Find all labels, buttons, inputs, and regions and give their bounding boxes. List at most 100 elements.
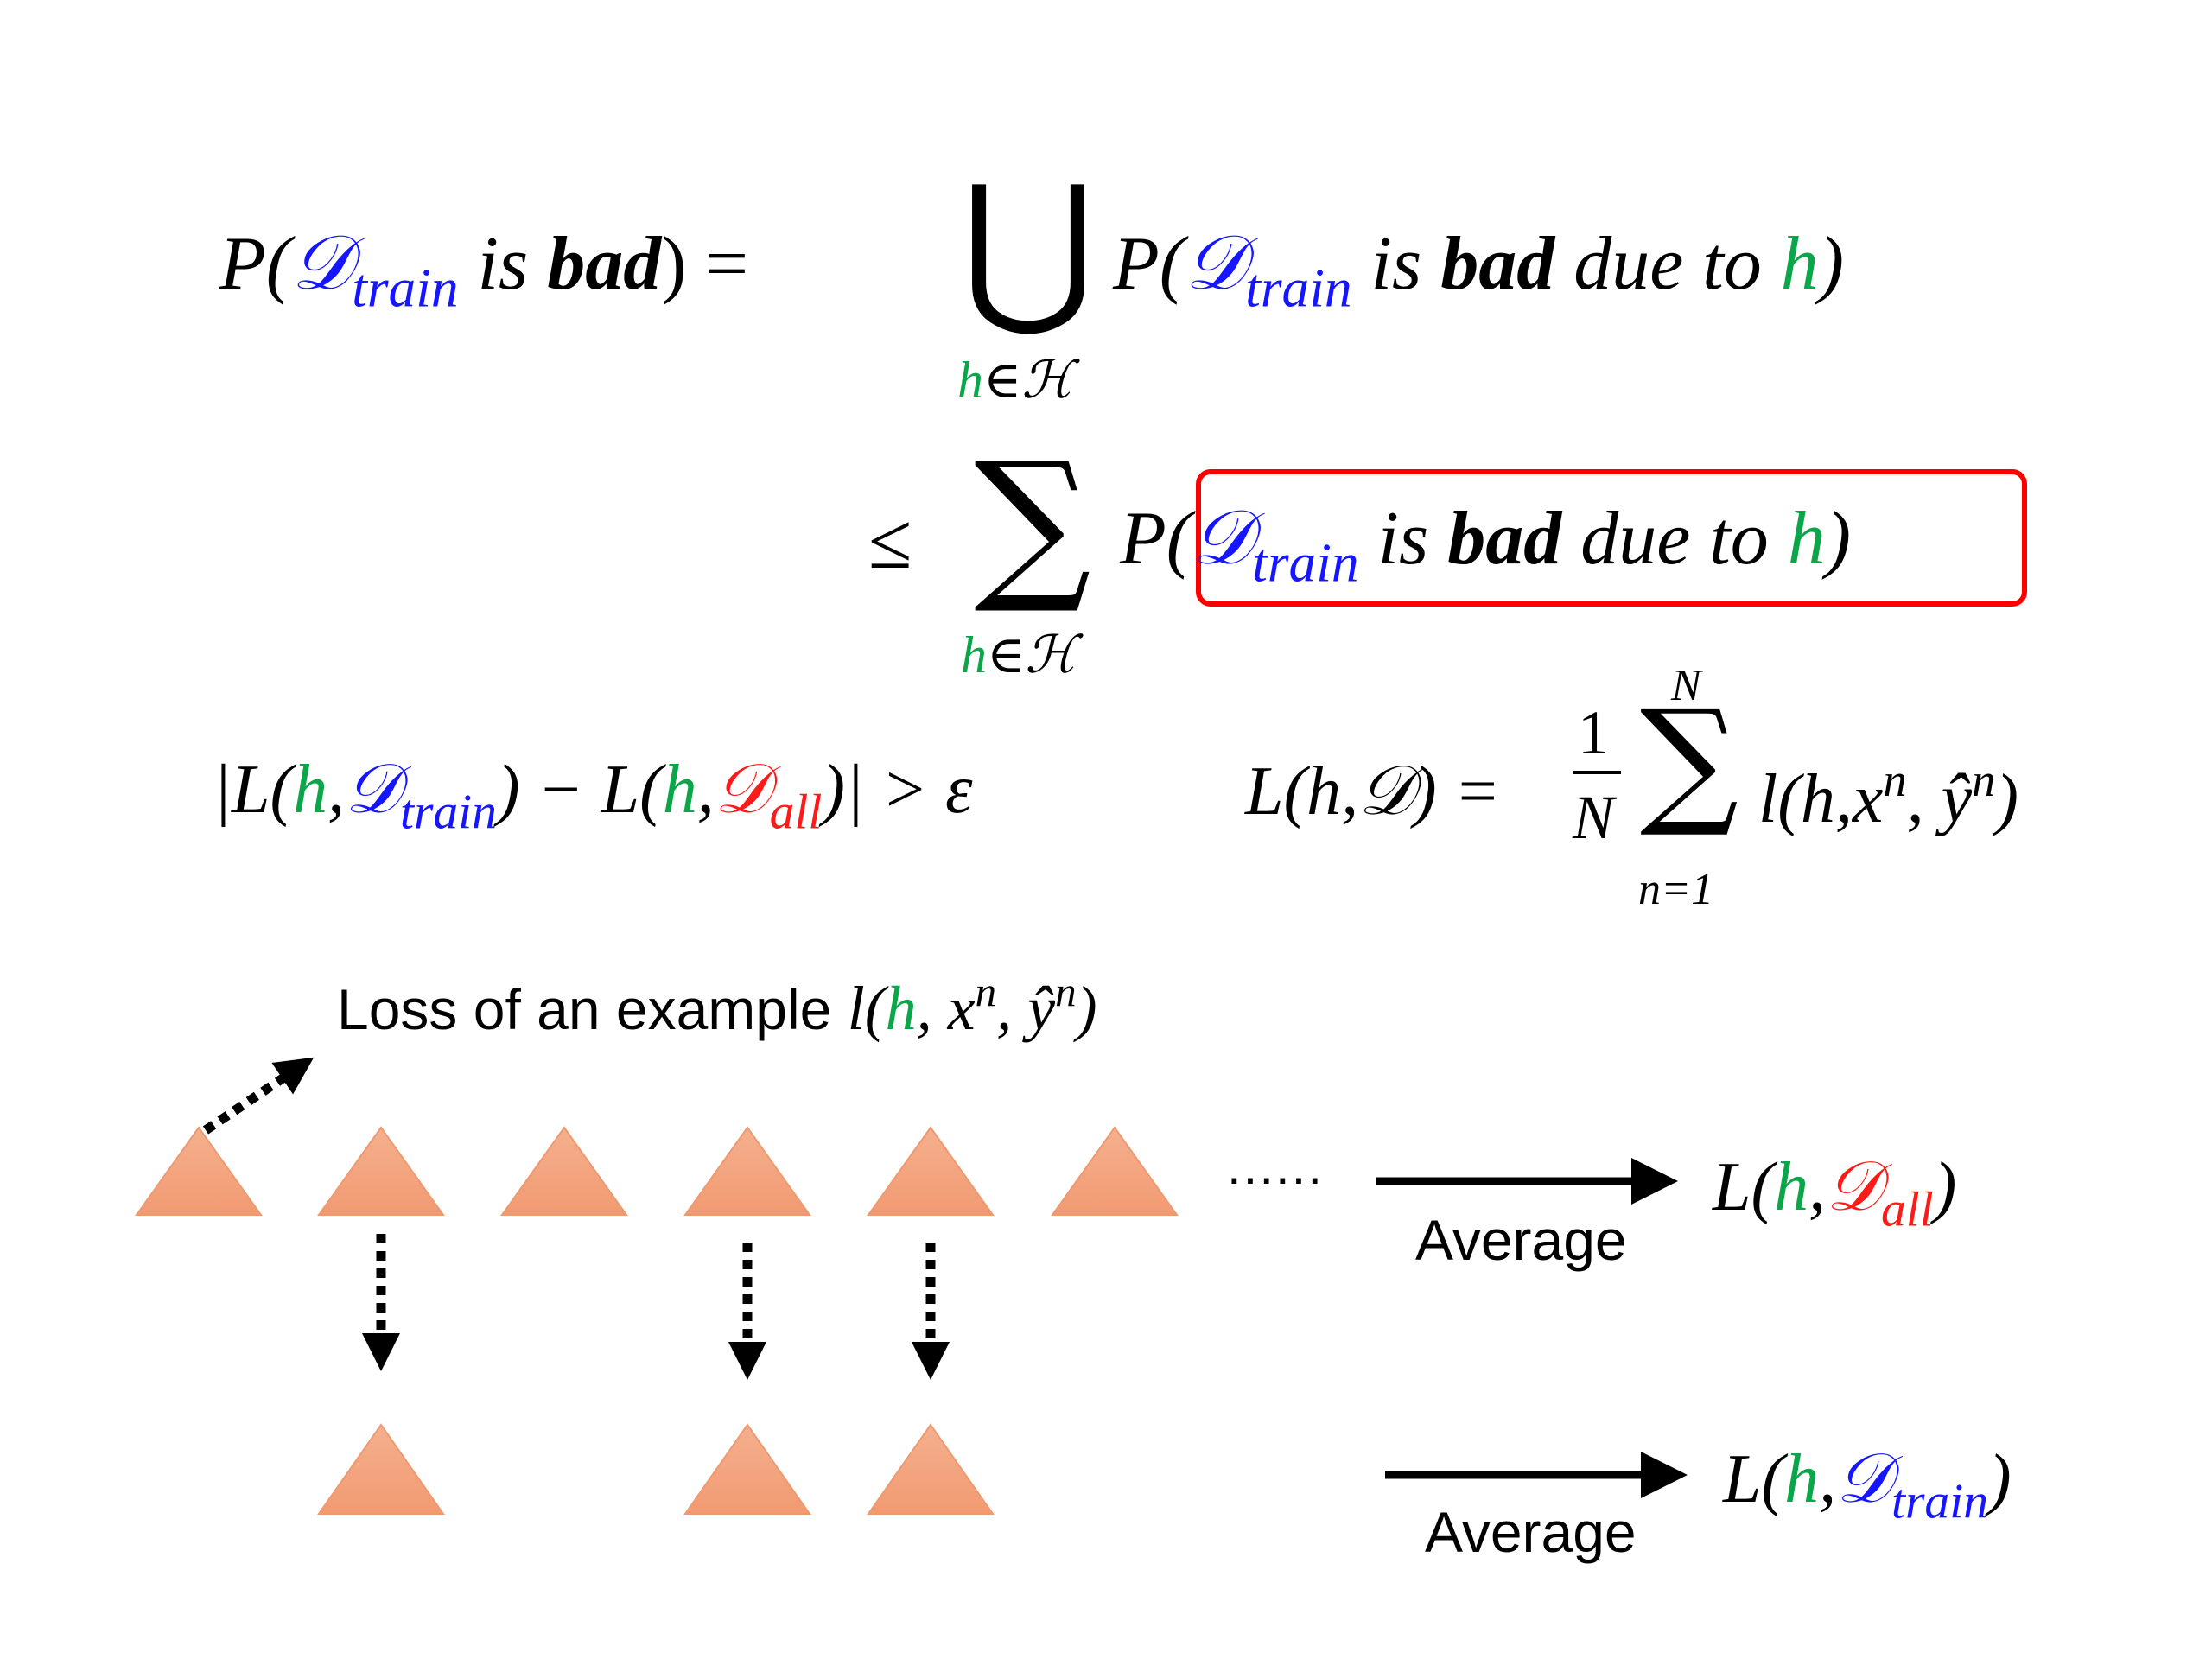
denominator: N (1573, 783, 1615, 852)
text: train (399, 785, 497, 840)
example (135, 1126, 263, 1216)
highlight-box (1196, 469, 2027, 607)
text: h (1780, 222, 1819, 306)
text: 𝒟 (714, 752, 770, 828)
average-label: Average (1425, 1500, 1637, 1564)
sum-operator: ∑ (974, 427, 1091, 618)
text: l(h, (1758, 760, 1853, 837)
average-result: L(h,𝒟train) (1723, 1445, 2012, 1527)
example (317, 1423, 445, 1515)
text: bad (1447, 497, 1562, 581)
example (867, 1126, 995, 1216)
text: Loss of an example (337, 976, 848, 1041)
text: train (352, 257, 459, 319)
text: h (961, 626, 987, 683)
text: bad (1440, 222, 1555, 306)
loss-pointer (202, 1057, 315, 1135)
ellipsis: ...... (1227, 1137, 1325, 1195)
caption: Loss of an example l(h, xn, ŷn) (337, 968, 1097, 1041)
formula-rhs: P(𝒟train is bad due to h) (1113, 226, 1844, 316)
text: train (1245, 257, 1352, 319)
text: , (916, 973, 948, 1043)
text: 𝒟 (1192, 497, 1253, 581)
formula-lhs: ≤ (868, 497, 912, 585)
operator-limit: h∈ℋ (957, 354, 1073, 406)
text: 𝒟 (345, 752, 400, 828)
text: due to (1554, 222, 1781, 306)
text: , (696, 752, 715, 828)
text: due to (1561, 497, 1788, 581)
text: 𝒟 (1185, 222, 1246, 306)
text: ) (1995, 760, 2018, 837)
sampling-arrows (202, 1057, 950, 1380)
example (683, 1423, 811, 1515)
text: h (293, 752, 328, 828)
text: ŷ (1027, 973, 1056, 1043)
example (317, 1126, 445, 1216)
text: n (1055, 968, 1077, 1015)
condition-formula: |L(h,𝒟train) − L(h,𝒟all)| > ε (213, 755, 973, 837)
text: )| > ε (822, 752, 973, 828)
operator-limit: N (1671, 661, 1701, 710)
text: , (1819, 1441, 1837, 1517)
union-operator: ⋃ (961, 150, 1096, 341)
text: x (1852, 760, 1884, 837)
example (867, 1423, 995, 1515)
text: L( (1713, 1149, 1775, 1225)
text: h (1774, 1149, 1809, 1225)
text: is (458, 222, 548, 306)
average-label: Average (1415, 1208, 1627, 1272)
example (1051, 1126, 1179, 1216)
text: is (1351, 222, 1441, 306)
text: P( (1113, 222, 1185, 306)
text: 𝒟 (1836, 1441, 1891, 1517)
text: h (1787, 497, 1826, 581)
text: ) (1933, 1149, 1957, 1225)
text: h (1784, 1441, 1820, 1517)
text: ŷ (1941, 760, 1973, 837)
text: L( (1723, 1441, 1785, 1517)
text: P( (1120, 497, 1192, 581)
text: ) (1988, 1441, 2012, 1517)
loss-definition-lhs: L(h,𝒟) = (1245, 753, 1501, 830)
text: , (1808, 1149, 1827, 1225)
text: 𝒟 (1826, 1149, 1881, 1225)
text: ) (1818, 222, 1845, 306)
text: P( (219, 222, 292, 306)
text: , (327, 752, 346, 828)
example (500, 1126, 628, 1216)
numerator: 1 (1578, 698, 1609, 767)
text: train (1891, 1474, 1988, 1529)
text: ) = (661, 222, 749, 306)
text: n (1883, 754, 1907, 806)
text: 𝒟 (291, 222, 353, 306)
text: ) (1076, 973, 1097, 1043)
operator-limit: h∈ℋ (961, 629, 1077, 681)
sum-operator: ∑ (1639, 679, 1739, 841)
text: bad (547, 222, 662, 306)
loss-definition-rhs: l(h,xn, ŷn) (1758, 757, 2018, 834)
text: all (769, 785, 823, 840)
text: ∈ℋ (983, 352, 1073, 409)
text: , (996, 973, 1028, 1043)
text: h (885, 973, 917, 1043)
text: , (1906, 760, 1942, 837)
text: all (1880, 1182, 1934, 1237)
text: h (662, 752, 697, 828)
text: ) − L( (496, 752, 663, 828)
operator-limit: n=1 (1638, 865, 1714, 914)
formula-lhs: P(𝒟train is bad) = (219, 226, 748, 316)
example (683, 1126, 811, 1216)
text: ∈ℋ (987, 626, 1077, 683)
text: n (1972, 754, 1996, 806)
examples-train (317, 1423, 995, 1515)
text: n (975, 968, 997, 1015)
text: train (1252, 532, 1359, 594)
text: ) (1825, 497, 1852, 581)
examples-all (135, 1126, 1179, 1216)
text: |L( (213, 752, 294, 828)
text: h (957, 352, 983, 409)
text: x (947, 973, 976, 1043)
